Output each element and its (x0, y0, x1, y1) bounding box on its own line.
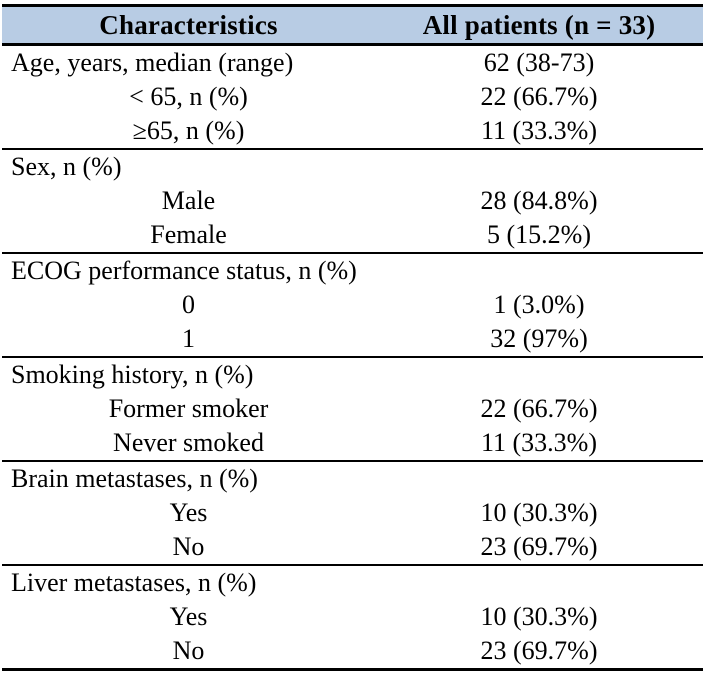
table-row: ECOG performance status, n (%) (2, 252, 703, 288)
header-row: Characteristics All patients (n = 33) (2, 5, 703, 46)
row-value: 22 (66.7%) (480, 82, 598, 111)
table-row: Yes 10 (30.3%) (2, 496, 703, 530)
row-label: 0 (182, 290, 195, 319)
row-value: 32 (97%) (490, 324, 588, 353)
row-value (375, 460, 703, 496)
table-row: 0 1 (3.0%) (2, 288, 703, 322)
row-label: Yes (169, 602, 208, 631)
row-label: Male (161, 186, 216, 215)
row-value: 5 (15.2%) (487, 220, 591, 249)
row-label: Female (150, 220, 227, 249)
row-value: 10 (30.3%) (480, 498, 598, 527)
table-row: < 65, n (%) 22 (66.7%) (2, 80, 703, 114)
page: Characteristics All patients (n = 33) Ag… (0, 4, 705, 697)
row-label: Sex, n (%) (2, 148, 375, 184)
table-row: 1 32 (97%) (2, 322, 703, 357)
table-row: ≥65, n (%) 11 (33.3%) (2, 114, 703, 149)
row-value: 62 (38-73) (483, 48, 595, 77)
row-label: ≥65, n (%) (132, 116, 245, 145)
row-value: 10 (30.3%) (480, 602, 598, 631)
row-value: 11 (33.3%) (480, 116, 597, 145)
row-label: ECOG performance status, n (%) (2, 252, 375, 288)
row-value (375, 148, 703, 184)
row-label: Yes (169, 498, 208, 527)
row-value: 22 (66.7%) (480, 394, 598, 423)
row-label: < 65, n (%) (129, 82, 248, 111)
row-value: 11 (33.3%) (480, 428, 597, 457)
table-row: Female 5 (15.2%) (2, 218, 703, 253)
table-row: Sex, n (%) (2, 148, 703, 184)
patient-characteristics-table: Characteristics All patients (n = 33) Ag… (2, 4, 703, 671)
row-label: Smoking history, n (%) (2, 356, 375, 392)
table-row: Liver metastases, n (%) (2, 564, 703, 600)
row-value: 23 (69.7%) (480, 532, 598, 561)
row-value: 23 (69.7%) (480, 636, 598, 665)
table-row: Male 28 (84.8%) (2, 184, 703, 218)
table-header: Characteristics All patients (n = 33) (2, 5, 703, 46)
table-row: No 23 (69.7%) (2, 634, 703, 670)
row-value (375, 252, 703, 288)
table-row: Former smoker 22 (66.7%) (2, 392, 703, 426)
table-row: Never smoked 11 (33.3%) (2, 426, 703, 461)
header-cell-characteristics: Characteristics (2, 5, 375, 46)
table-row: Age, years, median (range) 62 (38-73) (2, 45, 703, 81)
row-value: 28 (84.8%) (480, 186, 598, 215)
row-label: Liver metastases, n (%) (2, 564, 375, 600)
row-label: No (172, 636, 205, 665)
table-row: Yes 10 (30.3%) (2, 600, 703, 634)
header-cell-all-patients: All patients (n = 33) (375, 5, 703, 46)
row-label: Brain metastases, n (%) (2, 460, 375, 496)
table-body: Age, years, median (range) 62 (38-73) < … (2, 45, 703, 670)
table-row: No 23 (69.7%) (2, 530, 703, 565)
row-label: Former smoker (108, 394, 269, 423)
row-label: No (172, 532, 205, 561)
row-label: 1 (182, 324, 195, 353)
row-value (375, 564, 703, 600)
table-row: Brain metastases, n (%) (2, 460, 703, 496)
row-label: Age, years, median (range) (11, 48, 294, 77)
row-value (375, 356, 703, 392)
table-row: Smoking history, n (%) (2, 356, 703, 392)
row-label: Never smoked (113, 428, 264, 457)
row-value: 1 (3.0%) (493, 290, 585, 319)
